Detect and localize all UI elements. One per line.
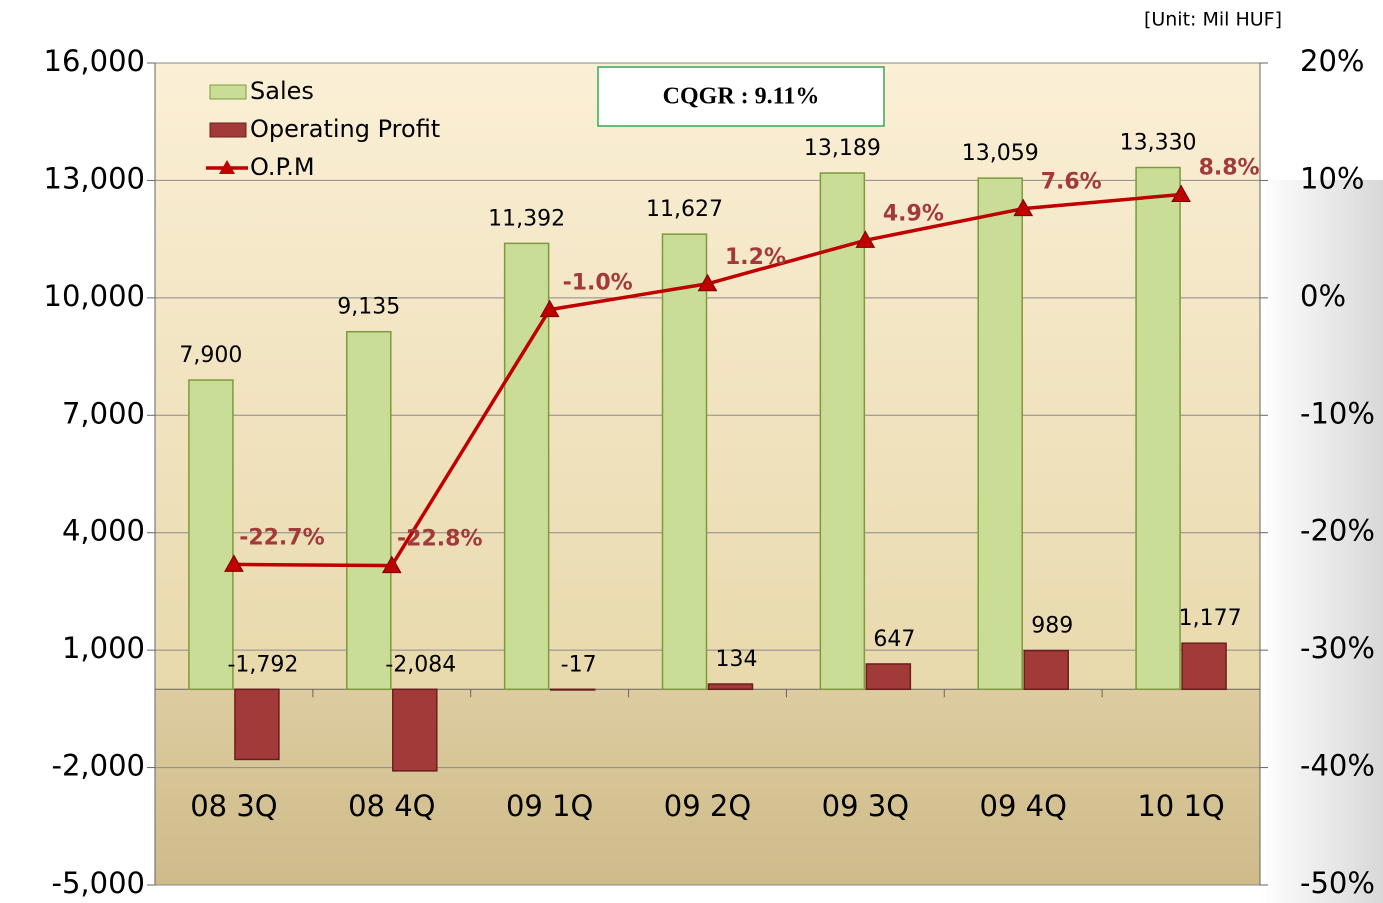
bar: [1181, 642, 1227, 691]
data-label: 13,330: [1120, 131, 1197, 156]
y2-tick-label: 20%: [1300, 44, 1364, 78]
y2-tick-label: 10%: [1300, 161, 1364, 195]
data-label: -2,084: [385, 652, 456, 677]
bar: [707, 683, 754, 691]
data-label: 7.6%: [1041, 170, 1102, 195]
bar: [819, 172, 866, 691]
plot-area: [155, 63, 1260, 690]
data-label: -22.7%: [239, 525, 324, 550]
y2-tick-label: -20%: [1300, 514, 1375, 548]
marker: [224, 554, 244, 572]
legend-label: Operating Profit: [250, 115, 440, 143]
x-tick-label: 09 3Q: [822, 789, 909, 823]
y-tick-label: -5,000: [52, 866, 146, 900]
data-label: 13,189: [804, 136, 881, 161]
data-label: 1.2%: [725, 245, 786, 270]
data-label: 11,392: [488, 206, 565, 231]
marker: [855, 230, 876, 248]
bar: [1023, 649, 1069, 691]
x-tick-label: 09 2Q: [664, 789, 751, 823]
y-tick-label: 7,000: [62, 396, 145, 430]
legend-swatch: [209, 122, 247, 138]
bar: [188, 379, 234, 691]
data-label: -22.8%: [397, 527, 482, 552]
x-tick-label: 08 4Q: [348, 789, 435, 823]
data-label: 647: [873, 627, 915, 652]
marker: [697, 273, 718, 292]
legend-label: Sales: [250, 77, 314, 105]
y-tick-label: 13,000: [44, 161, 145, 195]
data-label: -1.0%: [563, 271, 633, 296]
data-label: 13,059: [962, 141, 1039, 166]
x-tick-label: 10 1Q: [1137, 789, 1224, 823]
y-tick-label: -2,000: [52, 749, 146, 783]
y-tick-label: 16,000: [44, 44, 145, 78]
data-label: 4.9%: [883, 201, 944, 226]
bar: [549, 688, 596, 691]
x-tick-label: 08 3Q: [190, 789, 277, 823]
data-label: 7,900: [179, 343, 242, 368]
data-label: 1,177: [1179, 606, 1242, 631]
y2-tick-label: -30%: [1300, 631, 1375, 665]
data-label: -1,792: [227, 652, 298, 677]
bar: [1135, 166, 1181, 691]
annotation: CQGR : 9.11%: [663, 84, 820, 110]
unit-label: [Unit: Mil HUF]: [1144, 9, 1282, 31]
y-tick-label: 1,000: [62, 631, 145, 665]
y-tick-label: 4,000: [62, 514, 145, 548]
backdrop: [1260, 180, 1383, 903]
data-label: 134: [716, 647, 758, 672]
bar: [661, 233, 708, 691]
x-tick-label: 09 4Q: [980, 789, 1067, 823]
marker: [539, 299, 560, 318]
data-label: 8.8%: [1199, 156, 1260, 181]
legend-swatch: [209, 84, 247, 100]
marker: [1171, 184, 1191, 203]
y2-tick-label: -40%: [1300, 749, 1375, 783]
y2-tick-label: -10%: [1300, 396, 1375, 430]
annotation-box: [597, 66, 885, 127]
bar: [234, 688, 280, 761]
bar: [977, 177, 1023, 691]
bar: [503, 242, 550, 691]
y2-tick-label: 0%: [1300, 279, 1346, 313]
bar: [392, 688, 438, 772]
y-tick-label: 10,000: [44, 279, 145, 313]
y2-tick-label: -50%: [1300, 866, 1375, 900]
bar: [346, 330, 392, 691]
data-label: -17: [561, 652, 597, 677]
marker: [381, 555, 402, 574]
legend-label: O.P.M: [250, 153, 315, 181]
marker: [1013, 198, 1034, 217]
bar: [865, 663, 912, 691]
legend-swatch: [219, 160, 235, 174]
x-tick-label: 09 1Q: [506, 789, 593, 823]
data-label: 11,627: [646, 197, 723, 222]
plot-area-negative: [155, 689, 1260, 885]
data-label: 989: [1031, 614, 1073, 639]
data-label: 9,135: [337, 295, 400, 320]
